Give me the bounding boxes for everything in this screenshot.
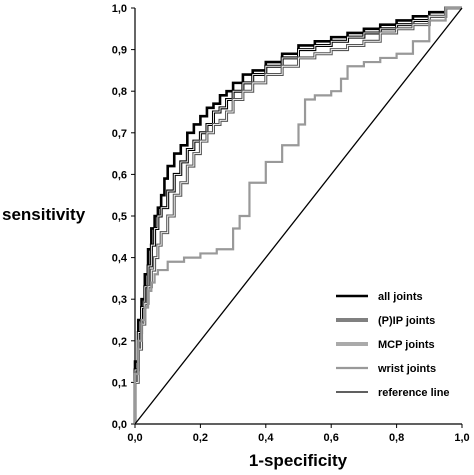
- legend-entry-all-joints: all joints: [336, 291, 423, 303]
- x-tick-label: 0,8: [389, 432, 404, 444]
- y-axis-ticks: 0,0 0,1 0,2 0,3 0,4 0,5 0,6 0,7 0,8 0,9 1,0: [112, 3, 135, 431]
- legend-label-mcp-joints: MCP joints: [378, 339, 435, 351]
- series-line-reference-line: [134, 7, 463, 425]
- legend-entry-mcp-joints: MCP joints: [336, 339, 435, 351]
- series-reference-line: [134, 7, 463, 425]
- series-line-inner-p-ip-joints: [134, 7, 462, 424]
- series-layer: [133, 6, 463, 425]
- x-tick-label: 0,4: [258, 432, 274, 444]
- y-tick-label: 0,0: [112, 419, 127, 431]
- legend-label-all-joints: all joints: [378, 291, 423, 303]
- x-axis-ticks: 0,0 0,2 0,4 0,6 0,8 1,0: [127, 424, 470, 444]
- y-axis-title: sensitivity: [2, 205, 86, 224]
- legend-entry-reference-line: reference line: [336, 387, 450, 399]
- legend-label-pip-joints: (P)IP joints: [378, 315, 435, 327]
- series-wrist-joints: [133, 6, 462, 424]
- y-tick-label: 0,9: [112, 45, 127, 57]
- series-mcp-joints: [133, 6, 462, 424]
- y-tick-label: 0,1: [112, 377, 127, 389]
- y-tick-label: 0,4: [112, 253, 128, 265]
- y-tick-label: 0,3: [112, 294, 127, 306]
- legend-label-wrist-joints: wrist joints: [377, 363, 436, 375]
- x-tick-label: 1,0: [454, 432, 469, 444]
- x-tick-label: 0,2: [193, 432, 208, 444]
- y-tick-label: 0,6: [112, 169, 127, 181]
- series-p-ip-joints: [133, 6, 462, 424]
- y-tick-label: 0,7: [112, 128, 127, 140]
- y-tick-label: 0,5: [112, 211, 127, 223]
- x-tick-label: 0,6: [324, 432, 339, 444]
- y-tick-label: 0,2: [112, 336, 127, 348]
- x-axis-title: 1-specificity: [249, 451, 348, 470]
- y-tick-label: 0,8: [112, 86, 127, 98]
- legend: all joints (P)IP joints MCP joints wrist…: [336, 291, 450, 399]
- series-line-inner-mcp-joints: [134, 7, 462, 424]
- legend-entry-pip-joints: (P)IP joints: [336, 315, 435, 327]
- legend-entry-wrist-joints: wrist joints: [336, 363, 436, 375]
- x-tick-label: 0,0: [127, 432, 142, 444]
- series-line-wrist-joints: [133, 6, 462, 424]
- legend-label-reference-line: reference line: [378, 387, 450, 399]
- y-tick-label: 1,0: [112, 3, 127, 15]
